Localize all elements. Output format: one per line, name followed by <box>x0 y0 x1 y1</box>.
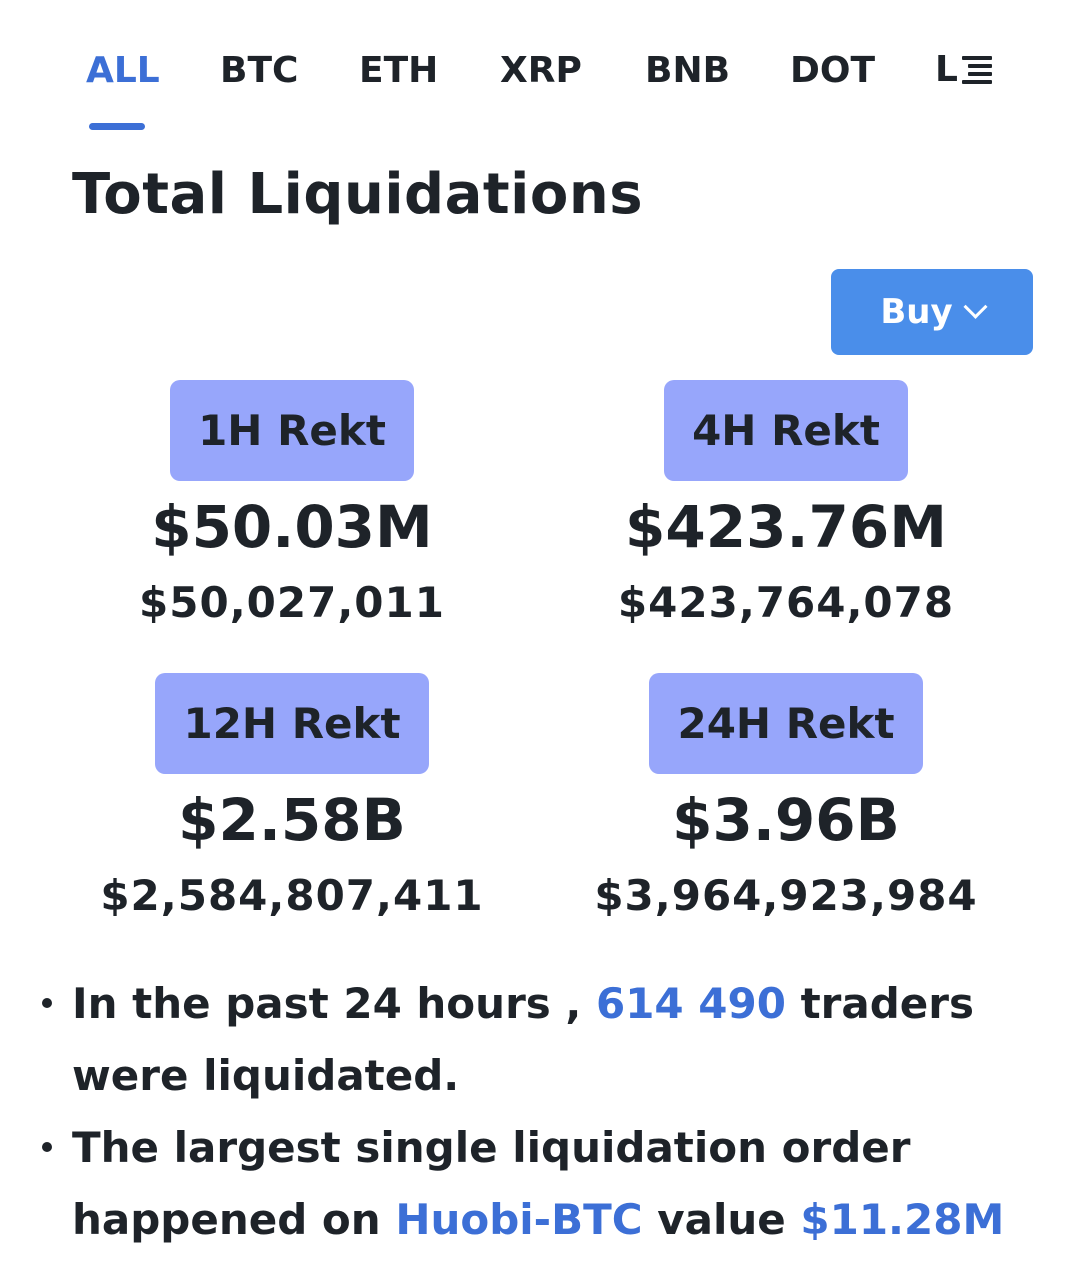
chevron-down-icon <box>963 294 988 319</box>
stat-12h-badge[interactable]: 12H Rekt <box>155 673 429 774</box>
asset-tabs: ALL BTC ETH XRP BNB DOT <box>0 40 1077 100</box>
traders-count: 614 490 <box>595 979 786 1028</box>
traders-prefix: In the past 24 hours , <box>72 979 582 1028</box>
tab-more-button[interactable]: L <box>935 50 994 90</box>
tab-xrp[interactable]: XRP <box>500 50 582 91</box>
stat-4h-badge[interactable]: 4H Rekt <box>664 380 908 481</box>
stat-1h-short: $50.03M <box>151 493 433 561</box>
stat-24h: 24H Rekt $3.96B $3,964,923,984 <box>586 673 986 926</box>
tab-dot[interactable]: DOT <box>790 50 876 91</box>
tab-bnb[interactable]: BNB <box>645 50 731 91</box>
summary-list: In the past 24 hours , 614 490 traders w… <box>38 968 1038 1256</box>
list-icon <box>960 53 994 87</box>
summary-largest-order: The largest single liquidation order hap… <box>38 1112 1038 1256</box>
traders-suffix-2: were liquidated. <box>72 1051 460 1100</box>
tab-btc[interactable]: BTC <box>220 50 299 91</box>
largest-exchange-link[interactable]: Huobi-BTC <box>395 1195 643 1244</box>
stat-24h-badge[interactable]: 24H Rekt <box>649 673 923 774</box>
stat-24h-exact: $3,964,923,984 <box>594 871 978 920</box>
largest-value: $11.28M <box>800 1195 1005 1244</box>
summary-traders: In the past 24 hours , 614 490 traders w… <box>38 968 1038 1112</box>
page-title: Total Liquidations <box>72 162 644 227</box>
stat-12h: 12H Rekt $2.58B $2,584,807,411 <box>92 673 492 926</box>
stat-12h-exact: $2,584,807,411 <box>100 871 484 920</box>
tab-eth[interactable]: ETH <box>359 50 439 91</box>
stat-12h-short: $2.58B <box>178 786 406 854</box>
largest-middle: value <box>657 1195 786 1244</box>
stat-4h-short: $423.76M <box>625 493 947 561</box>
stat-1h-badge[interactable]: 1H Rekt <box>170 380 414 481</box>
tab-partial-label: L <box>935 49 958 90</box>
stat-4h: 4H Rekt $423.76M $423,764,078 <box>586 380 986 633</box>
stat-1h: 1H Rekt $50.03M $50,027,011 <box>92 380 492 633</box>
stat-24h-short: $3.96B <box>672 786 900 854</box>
largest-prefix: happened on <box>72 1195 381 1244</box>
stat-4h-exact: $423,764,078 <box>617 578 955 627</box>
traders-suffix: traders <box>800 979 974 1028</box>
active-tab-indicator <box>89 123 145 130</box>
tab-all[interactable]: ALL <box>86 50 160 91</box>
buy-button-label: Buy <box>880 292 953 332</box>
stat-1h-exact: $50,027,011 <box>139 578 445 627</box>
buy-dropdown-button[interactable]: Buy <box>831 269 1033 355</box>
largest-line-1: The largest single liquidation order <box>72 1123 911 1172</box>
